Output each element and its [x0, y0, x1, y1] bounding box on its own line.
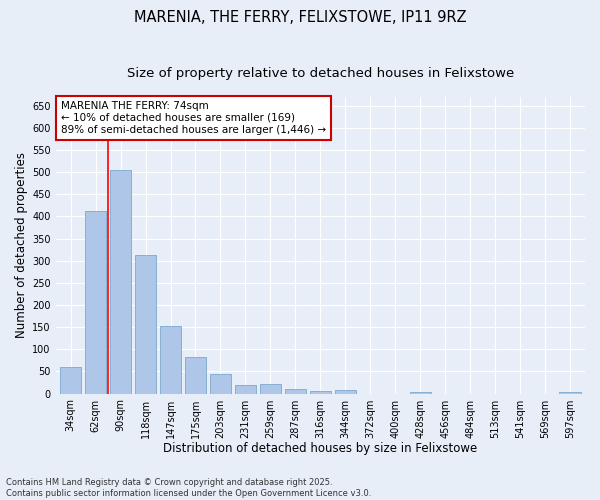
Bar	[235, 384, 256, 394]
Text: MARENIA, THE FERRY, FELIXSTOWE, IP11 9RZ: MARENIA, THE FERRY, FELIXSTOWE, IP11 9RZ	[134, 10, 466, 25]
Bar	[559, 392, 581, 394]
Bar	[60, 367, 81, 394]
Bar	[160, 326, 181, 394]
Bar	[135, 255, 156, 394]
Bar	[285, 389, 306, 394]
Bar	[185, 357, 206, 394]
Title: Size of property relative to detached houses in Felixstowe: Size of property relative to detached ho…	[127, 68, 514, 80]
Bar	[410, 392, 431, 394]
Bar	[110, 170, 131, 394]
X-axis label: Distribution of detached houses by size in Felixstowe: Distribution of detached houses by size …	[163, 442, 478, 455]
Text: Contains HM Land Registry data © Crown copyright and database right 2025.
Contai: Contains HM Land Registry data © Crown c…	[6, 478, 371, 498]
Bar	[335, 390, 356, 394]
Bar	[85, 210, 106, 394]
Bar	[210, 374, 231, 394]
Text: MARENIA THE FERRY: 74sqm
← 10% of detached houses are smaller (169)
89% of semi-: MARENIA THE FERRY: 74sqm ← 10% of detach…	[61, 102, 326, 134]
Y-axis label: Number of detached properties: Number of detached properties	[15, 152, 28, 338]
Bar	[310, 391, 331, 394]
Bar	[260, 384, 281, 394]
